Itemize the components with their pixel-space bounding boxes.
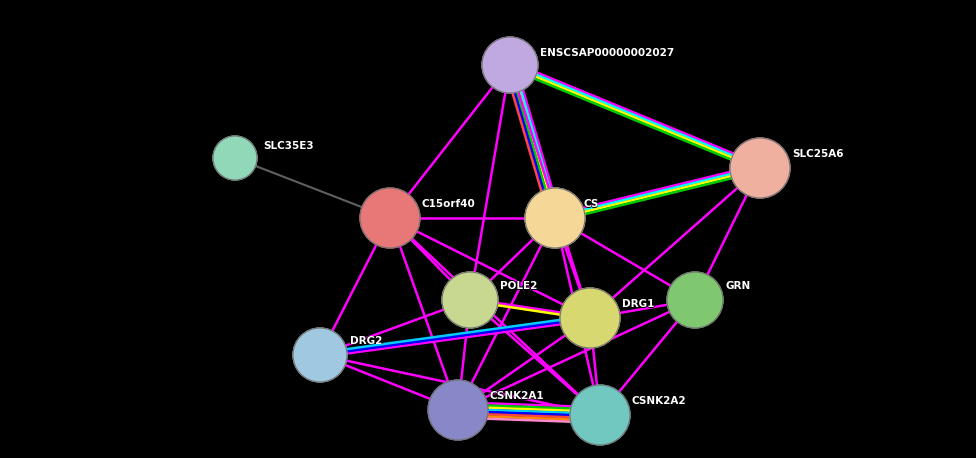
Text: SLC35E3: SLC35E3 (263, 141, 313, 151)
Text: ENSCSAP00000002027: ENSCSAP00000002027 (541, 48, 674, 58)
Text: CSNK2A2: CSNK2A2 (632, 396, 687, 406)
Text: SLC25A6: SLC25A6 (792, 149, 843, 159)
Circle shape (570, 385, 630, 445)
Text: GRN: GRN (725, 280, 751, 290)
Circle shape (360, 188, 420, 248)
Text: DRG2: DRG2 (350, 336, 383, 345)
Text: SLC25A6: SLC25A6 (793, 149, 844, 159)
Text: DRG1: DRG1 (622, 299, 654, 309)
Circle shape (667, 272, 723, 328)
Text: ENSCSAP00000002027: ENSCSAP00000002027 (540, 48, 673, 58)
Circle shape (293, 328, 347, 382)
Text: SLC25A6: SLC25A6 (792, 149, 843, 159)
Text: GRN: GRN (725, 281, 751, 291)
Text: CS: CS (583, 200, 598, 209)
Text: C15orf40: C15orf40 (423, 199, 476, 209)
Text: SLC25A6: SLC25A6 (792, 149, 843, 159)
Circle shape (428, 380, 488, 440)
Text: SLC25A6: SLC25A6 (792, 148, 843, 158)
Text: SLC35E3: SLC35E3 (264, 141, 314, 151)
Text: CSNK2A1: CSNK2A1 (490, 391, 545, 401)
Text: CS: CS (584, 199, 599, 209)
Text: GRN: GRN (725, 281, 751, 291)
Text: C15orf40: C15orf40 (422, 199, 475, 209)
Text: DRG1: DRG1 (623, 299, 655, 309)
Text: POLE2: POLE2 (500, 281, 538, 291)
Text: DRG2: DRG2 (349, 336, 382, 346)
Text: CSNK2A2: CSNK2A2 (632, 396, 687, 405)
Text: CSNK2A2: CSNK2A2 (631, 396, 686, 406)
Text: SLC35E3: SLC35E3 (263, 142, 313, 152)
Circle shape (730, 138, 790, 198)
Text: POLE2: POLE2 (501, 281, 538, 291)
Text: CSNK2A1: CSNK2A1 (490, 392, 545, 402)
Text: C15orf40: C15orf40 (422, 200, 475, 209)
Text: CSNK2A2: CSNK2A2 (632, 397, 687, 407)
Circle shape (525, 188, 585, 248)
Text: ENSCSAP00000002027: ENSCSAP00000002027 (540, 48, 674, 58)
Text: POLE2: POLE2 (500, 282, 538, 291)
Text: SLC35E3: SLC35E3 (263, 141, 313, 151)
Text: DRG1: DRG1 (622, 299, 654, 309)
Text: ENSCSAP00000002027: ENSCSAP00000002027 (540, 48, 674, 58)
Circle shape (482, 37, 538, 93)
Text: DRG1: DRG1 (622, 299, 654, 309)
Circle shape (560, 288, 620, 348)
Text: DRG2: DRG2 (350, 336, 383, 346)
Text: POLE2: POLE2 (500, 280, 538, 290)
Text: CS: CS (583, 198, 598, 208)
Text: C15orf40: C15orf40 (422, 198, 475, 208)
Circle shape (442, 272, 498, 328)
Text: CS: CS (583, 199, 598, 209)
Text: CSNK2A1: CSNK2A1 (490, 391, 545, 400)
Text: CSNK2A1: CSNK2A1 (491, 391, 546, 401)
Text: CSNK2A1: CSNK2A1 (490, 391, 545, 401)
Text: CSNK2A2: CSNK2A2 (632, 396, 687, 406)
Text: DRG2: DRG2 (350, 336, 383, 346)
Text: POLE2: POLE2 (500, 281, 537, 291)
Text: SLC35E3: SLC35E3 (263, 141, 313, 151)
Text: GRN: GRN (725, 282, 751, 291)
Text: C15orf40: C15orf40 (422, 199, 475, 209)
Text: DRG2: DRG2 (350, 337, 383, 347)
Text: GRN: GRN (724, 281, 750, 291)
Text: DRG1: DRG1 (622, 300, 654, 310)
Circle shape (213, 136, 257, 180)
Text: CS: CS (583, 199, 598, 209)
Text: ENSCSAP00000002027: ENSCSAP00000002027 (540, 49, 674, 59)
